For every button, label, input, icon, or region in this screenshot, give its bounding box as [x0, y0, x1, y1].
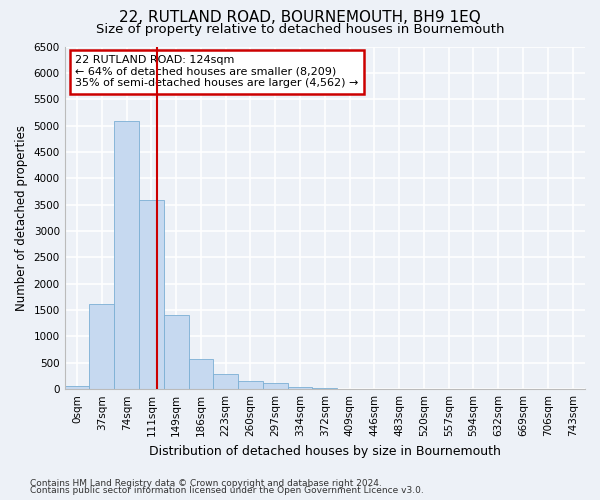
Text: 22, RUTLAND ROAD, BOURNEMOUTH, BH9 1EQ: 22, RUTLAND ROAD, BOURNEMOUTH, BH9 1EQ — [119, 10, 481, 25]
Bar — [214, 374, 238, 389]
Bar — [164, 316, 188, 389]
Bar — [65, 386, 89, 389]
Bar — [89, 304, 114, 389]
Text: Size of property relative to detached houses in Bournemouth: Size of property relative to detached ho… — [96, 22, 504, 36]
Bar — [139, 200, 164, 389]
Bar — [337, 388, 362, 389]
Text: 22 RUTLAND ROAD: 124sqm
← 64% of detached houses are smaller (8,209)
35% of semi: 22 RUTLAND ROAD: 124sqm ← 64% of detache… — [75, 55, 358, 88]
Text: Contains public sector information licensed under the Open Government Licence v3: Contains public sector information licen… — [30, 486, 424, 495]
Y-axis label: Number of detached properties: Number of detached properties — [15, 125, 28, 311]
Bar — [114, 122, 139, 389]
Bar — [313, 388, 337, 389]
Bar — [263, 384, 287, 389]
Bar — [287, 387, 313, 389]
Bar — [188, 358, 214, 389]
Text: Contains HM Land Registry data © Crown copyright and database right 2024.: Contains HM Land Registry data © Crown c… — [30, 478, 382, 488]
X-axis label: Distribution of detached houses by size in Bournemouth: Distribution of detached houses by size … — [149, 444, 501, 458]
Bar — [238, 382, 263, 389]
